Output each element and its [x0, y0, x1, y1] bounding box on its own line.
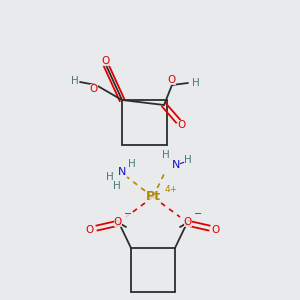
- Text: −: −: [194, 209, 202, 219]
- Text: −: −: [124, 209, 132, 219]
- Text: O: O: [212, 225, 220, 235]
- Text: 4+: 4+: [164, 184, 178, 194]
- Text: O: O: [114, 217, 122, 227]
- Text: H: H: [184, 155, 192, 165]
- Text: O: O: [184, 217, 192, 227]
- Text: H: H: [128, 159, 136, 169]
- Text: O: O: [102, 56, 110, 66]
- Text: Pt: Pt: [146, 190, 160, 203]
- Text: H: H: [71, 76, 79, 86]
- Text: N: N: [172, 160, 180, 170]
- Text: N: N: [118, 167, 126, 177]
- Text: H: H: [162, 150, 170, 160]
- Text: O: O: [178, 120, 186, 130]
- Text: O: O: [168, 75, 176, 85]
- Text: H: H: [106, 172, 114, 182]
- Text: O: O: [86, 225, 94, 235]
- Text: H: H: [192, 78, 200, 88]
- Text: O: O: [90, 84, 98, 94]
- Text: H: H: [113, 181, 121, 191]
